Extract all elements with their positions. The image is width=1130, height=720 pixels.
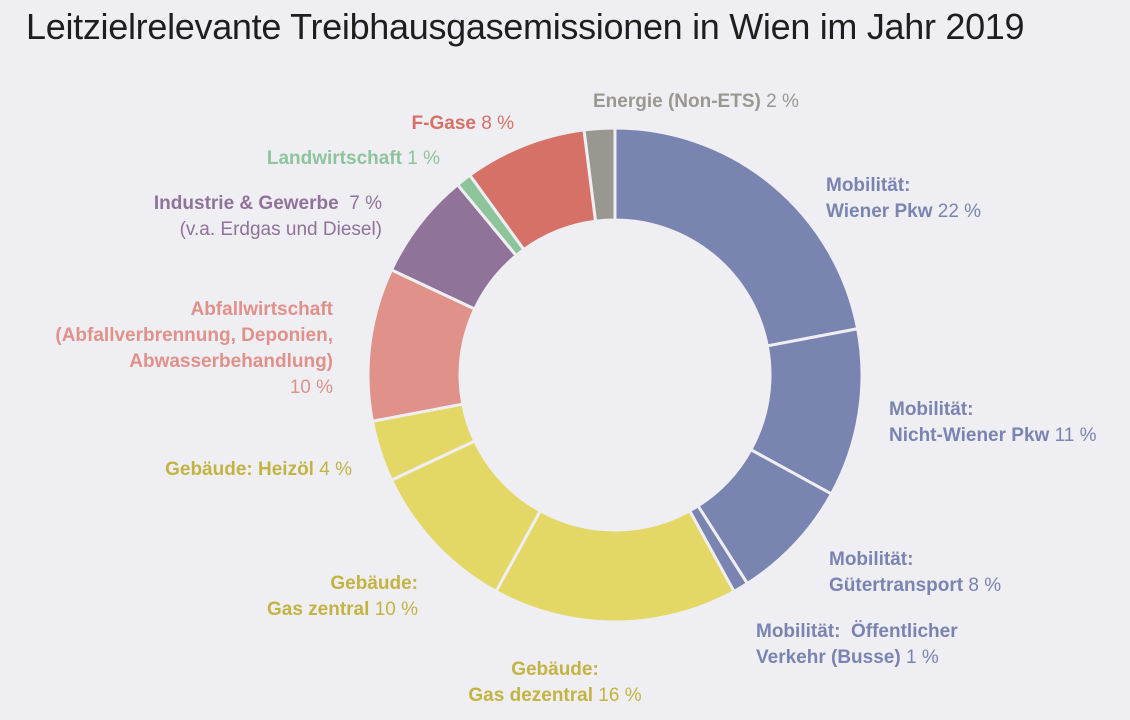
label-oeffentlicher-verkehr-line1: Mobilität: Öffentlicher bbox=[756, 621, 958, 642]
label-gas-dezentral-line1: Gebäude: bbox=[511, 659, 599, 680]
label-heizoel-pct: 4 % bbox=[319, 459, 352, 480]
donut-slice-0 bbox=[613, 126, 860, 348]
label-gas-zentral: Gebäude: Gas zentral 10 % bbox=[267, 571, 418, 623]
label-guetertransport-pct: 8 % bbox=[968, 575, 1002, 596]
label-industrie-sub: (v.a. Erdgas und Diesel) bbox=[179, 219, 382, 240]
chart-title: Leitzielrelevante Treibhausgasemissionen… bbox=[26, 6, 1025, 47]
label-nicht-wiener-pkw: Mobilität: Nicht-Wiener Pkw 11 % bbox=[889, 397, 1097, 449]
label-industrie-pct: 7 % bbox=[349, 193, 382, 214]
label-gas-zentral-line1: Gebäude: bbox=[330, 573, 418, 594]
label-gas-dezentral: Gebäude: Gas dezentral 16 % bbox=[440, 657, 670, 709]
label-abfallwirtschaft-line1: Abfallwirtschaft bbox=[190, 299, 333, 320]
label-oeffentlicher-verkehr-pct: 1 % bbox=[905, 647, 939, 668]
label-wiener-pkw-pct: 22 % bbox=[937, 201, 982, 222]
label-heizoel-name: Gebäude: Heizöl bbox=[165, 459, 314, 480]
label-abfallwirtschaft-line2: (Abfallverbrennung, Deponien, bbox=[55, 325, 333, 346]
label-oeffentlicher-verkehr: Mobilität: Öffentlicher Verkehr (Busse) … bbox=[756, 619, 958, 671]
label-heizoel: Gebäude: Heizöl 4 % bbox=[165, 457, 352, 483]
label-abfallwirtschaft-pct: 10 % bbox=[289, 377, 333, 398]
label-oeffentlicher-verkehr-line2: Verkehr (Busse) bbox=[756, 647, 901, 668]
label-fgase: F-Gase 8 % bbox=[412, 111, 514, 137]
label-nicht-wiener-pkw-pct: 11 % bbox=[1054, 425, 1097, 446]
donut-slice-11 bbox=[582, 126, 617, 223]
label-landwirtschaft-pct: 1 % bbox=[407, 148, 440, 169]
label-fgase-name: F-Gase bbox=[411, 113, 476, 134]
label-wiener-pkw-line1: Mobilität: bbox=[826, 175, 911, 196]
label-gas-zentral-pct: 10 % bbox=[374, 599, 418, 620]
label-gas-zentral-line2: Gas zentral bbox=[266, 599, 370, 620]
label-industrie-name: Industrie & Gewerbe bbox=[153, 193, 339, 214]
label-abfallwirtschaft-line3: Abwasserbehandlung) bbox=[129, 351, 333, 372]
label-gas-dezentral-line2: Gas dezentral bbox=[468, 685, 593, 706]
label-industrie: Industrie & Gewerbe 7 % (v.a. Erdgas und… bbox=[154, 191, 382, 243]
label-energie-pct: 2 % bbox=[766, 91, 799, 112]
label-guetertransport-line1: Mobilität: bbox=[829, 549, 914, 570]
label-gas-dezentral-pct: 16 % bbox=[598, 685, 642, 706]
label-fgase-pct: 8 % bbox=[481, 113, 514, 134]
label-nicht-wiener-pkw-line1: Mobilität: bbox=[889, 399, 974, 420]
label-guetertransport-line2: Gütertransport bbox=[829, 575, 964, 596]
label-wiener-pkw-line2: Wiener Pkw bbox=[826, 201, 933, 222]
label-landwirtschaft: Landwirtschaft 1 % bbox=[267, 146, 440, 172]
label-energie: Energie (Non-ETS) 2 % bbox=[593, 89, 799, 115]
label-nicht-wiener-pkw-line2: Nicht-Wiener Pkw bbox=[889, 425, 1050, 446]
label-landwirtschaft-name: Landwirtschaft bbox=[266, 148, 402, 169]
label-energie-name: Energie (Non-ETS) bbox=[593, 91, 761, 112]
label-abfallwirtschaft: Abfallwirtschaft (Abfallverbrennung, Dep… bbox=[55, 297, 333, 401]
label-guetertransport: Mobilität: Gütertransport 8 % bbox=[829, 547, 1001, 599]
label-wiener-pkw: Mobilität: Wiener Pkw 22 % bbox=[826, 173, 981, 225]
